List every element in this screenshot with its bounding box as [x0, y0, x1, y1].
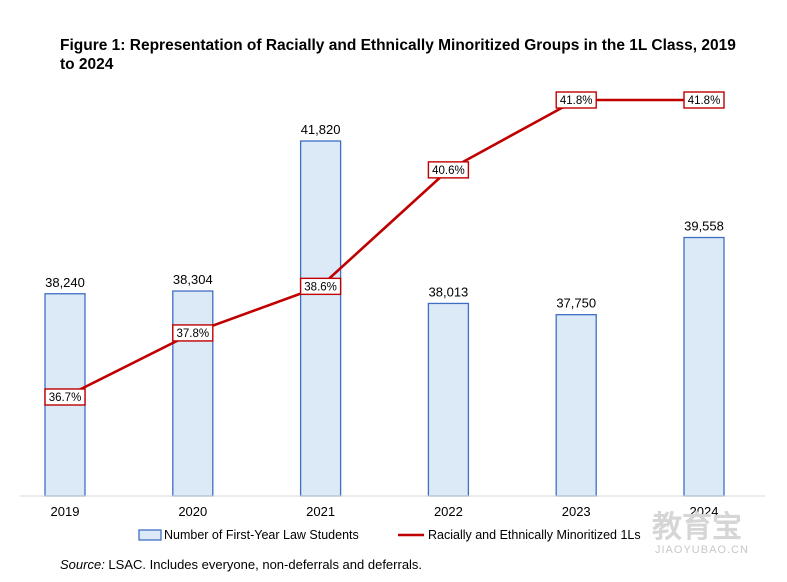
bar-series [44, 140, 725, 497]
line-point-2023: 41.8% [555, 91, 597, 109]
bar-label-2024: 39,558 [684, 219, 724, 234]
chart-title: Figure 1: Representation of Racially and… [60, 37, 736, 73]
legend: Number of First-Year Law Students Racial… [138, 528, 641, 542]
source-label: Source: [60, 557, 105, 572]
legend-label-line: Racially and Ethnically Minoritized 1Ls [428, 528, 641, 542]
x-tick-2021: 2021 [306, 504, 335, 519]
x-tick-2024: 2024 [690, 504, 719, 519]
x-axis-ticks: 2019 2020 2021 2022 2023 2024 [51, 504, 719, 519]
line-label-box-2024 [683, 91, 725, 109]
bar-label-2020: 38,304 [173, 272, 213, 287]
x-tick-2023: 2023 [562, 504, 591, 519]
line-label-2023: 41.8% [560, 95, 593, 107]
line-point-2024: 41.8% [683, 91, 725, 109]
line-series: 36.7% 37.8% 38.6% 40.6% 41.8% 41.8% [44, 91, 725, 406]
bar-label-2019: 38,240 [45, 275, 85, 290]
legend-label-bars: Number of First-Year Law Students [164, 528, 359, 542]
bar-label-2023: 37,750 [556, 296, 596, 311]
line-label-2024: 41.8% [688, 95, 721, 107]
line-label-box-2021 [299, 277, 342, 296]
watermark-subtext: JIAOYUBAO.CN [655, 544, 749, 556]
bar-value-labels: 38,240 38,304 41,820 38,013 37,750 39,558 [45, 122, 724, 311]
line-label-2020: 37.8% [176, 328, 209, 340]
line-label-box-2022 [427, 161, 470, 179]
x-tick-2019: 2019 [51, 504, 80, 519]
bar-2022 [427, 302, 470, 497]
line-label-box-2023 [555, 91, 597, 109]
x-tick-2020: 2020 [178, 504, 207, 519]
bar-2020 [172, 290, 214, 497]
bar-2024 [683, 236, 725, 497]
line-point-2019: 36.7% [44, 388, 86, 406]
line-point-2020: 37.8% [172, 324, 214, 342]
line-label-2022: 40.6% [432, 165, 465, 177]
line-label-box-2020 [172, 324, 214, 342]
line-label-box-2019 [44, 388, 86, 406]
source-text: LSAC. Includes everyone, non-deferrals a… [104, 557, 423, 572]
bar-label-2021: 41,820 [301, 122, 341, 137]
watermark: 教育宝 JIAOYUBAO.CN [652, 510, 749, 556]
watermark-text: 教育宝 [652, 510, 742, 544]
x-tick-2022: 2022 [434, 504, 463, 519]
legend-swatch-bars [138, 529, 162, 541]
line-label-2021: 38.6% [304, 281, 337, 293]
line-label-2019: 36.7% [49, 392, 82, 404]
bar-2023 [555, 314, 597, 497]
line-path [64, 98, 704, 399]
bar-2021 [299, 140, 342, 497]
line-point-2022: 40.6% [427, 161, 470, 179]
source-note: Source: LSAC. Includes everyone, non-def… [60, 557, 422, 572]
line-point-2021: 38.6% [299, 277, 342, 296]
bar-label-2022: 38,013 [429, 284, 469, 299]
